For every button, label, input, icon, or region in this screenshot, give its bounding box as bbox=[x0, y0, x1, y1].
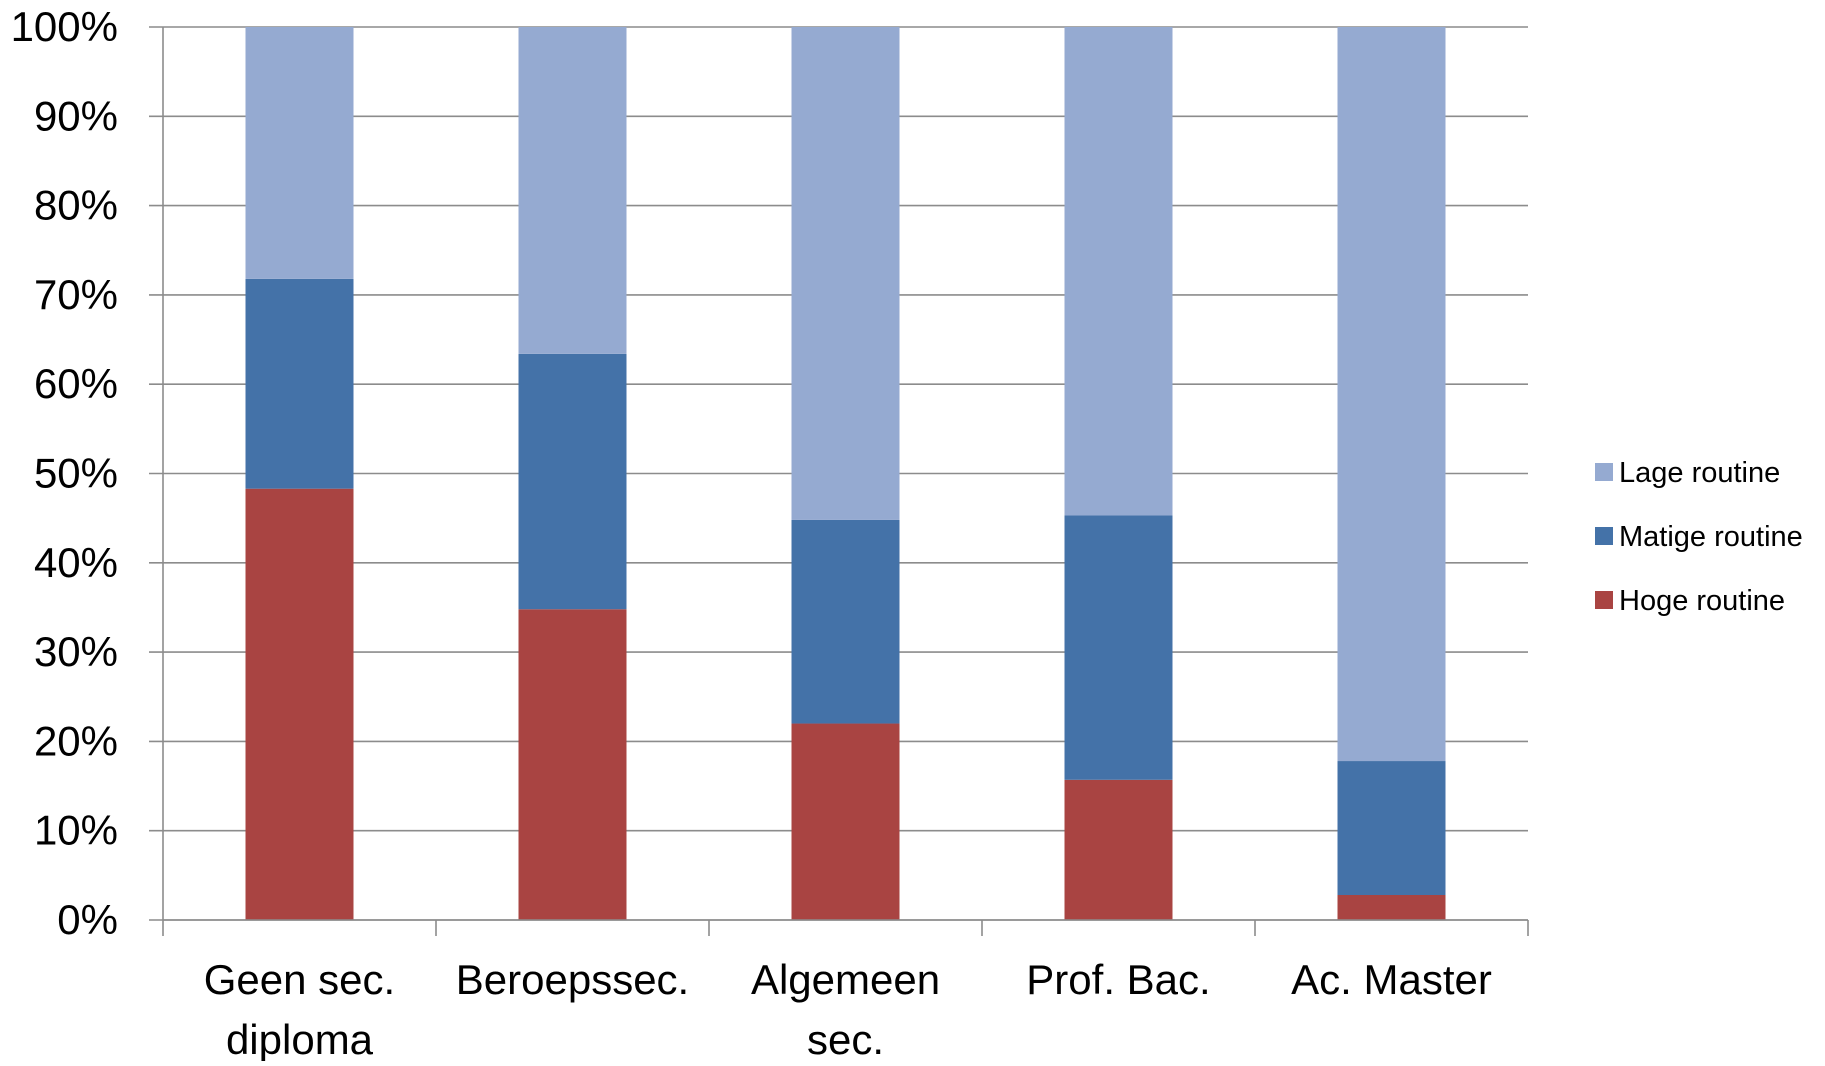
bar-segment-matige-routine bbox=[245, 278, 354, 489]
x-tick-label: Prof. Bac. bbox=[1026, 956, 1210, 1003]
bar-segment-hoge-routine bbox=[1064, 779, 1173, 920]
legend-label: Matige routine bbox=[1619, 521, 1803, 553]
x-tick-label: Ac. Master bbox=[1291, 956, 1492, 1003]
bar-segment-lage-routine bbox=[1337, 27, 1446, 762]
x-tick-label: Beroepssec. bbox=[456, 956, 689, 1003]
legend-swatch bbox=[1595, 463, 1613, 481]
bar-segment-hoge-routine bbox=[518, 609, 627, 920]
bar-segment-lage-routine bbox=[791, 27, 900, 520]
y-tick-label: 80% bbox=[34, 182, 118, 229]
y-tick-label: 0% bbox=[57, 896, 118, 943]
legend-label: Lage routine bbox=[1619, 457, 1780, 489]
y-tick-label: 40% bbox=[34, 539, 118, 586]
x-tick-label: sec. bbox=[807, 1016, 884, 1061]
bar-segment-matige-routine bbox=[1337, 761, 1446, 895]
y-tick-label: 10% bbox=[34, 807, 118, 854]
y-tick-label: 90% bbox=[34, 92, 118, 139]
axes: 0% 10% 20% 30% 40% 50% 60% 70% 80% 90% 100% Geen se… bbox=[11, 3, 1529, 1063]
bar-segment-hoge-routine bbox=[245, 488, 354, 920]
y-tick-label: 30% bbox=[34, 628, 118, 675]
bar-segment-matige-routine bbox=[1064, 515, 1173, 780]
bar-segment-matige-routine bbox=[791, 519, 900, 724]
legend-label: Hoge routine bbox=[1619, 585, 1785, 617]
bars bbox=[245, 27, 1446, 920]
x-tick-label: Algemeen bbox=[751, 956, 940, 1003]
bar-segment-hoge-routine bbox=[1337, 894, 1446, 920]
y-tick-label: 60% bbox=[34, 360, 118, 407]
bar-segment-lage-routine bbox=[518, 27, 627, 354]
legend-swatch bbox=[1595, 591, 1613, 609]
bar-segment-hoge-routine bbox=[791, 723, 900, 920]
bar-segment-matige-routine bbox=[518, 353, 627, 610]
x-tick-label: diploma bbox=[226, 1016, 374, 1061]
x-tick-label: Geen sec. bbox=[204, 956, 395, 1003]
legend: Lage routine Matige routine Hoge routine bbox=[1595, 457, 1803, 617]
bar-segment-lage-routine bbox=[1064, 27, 1173, 516]
y-tick-label: 20% bbox=[34, 717, 118, 764]
y-tick-label: 100% bbox=[11, 3, 118, 50]
bar-segment-lage-routine bbox=[245, 27, 354, 279]
y-tick-label: 50% bbox=[34, 450, 118, 497]
legend-swatch bbox=[1595, 527, 1613, 545]
y-tick-label: 70% bbox=[34, 271, 118, 318]
